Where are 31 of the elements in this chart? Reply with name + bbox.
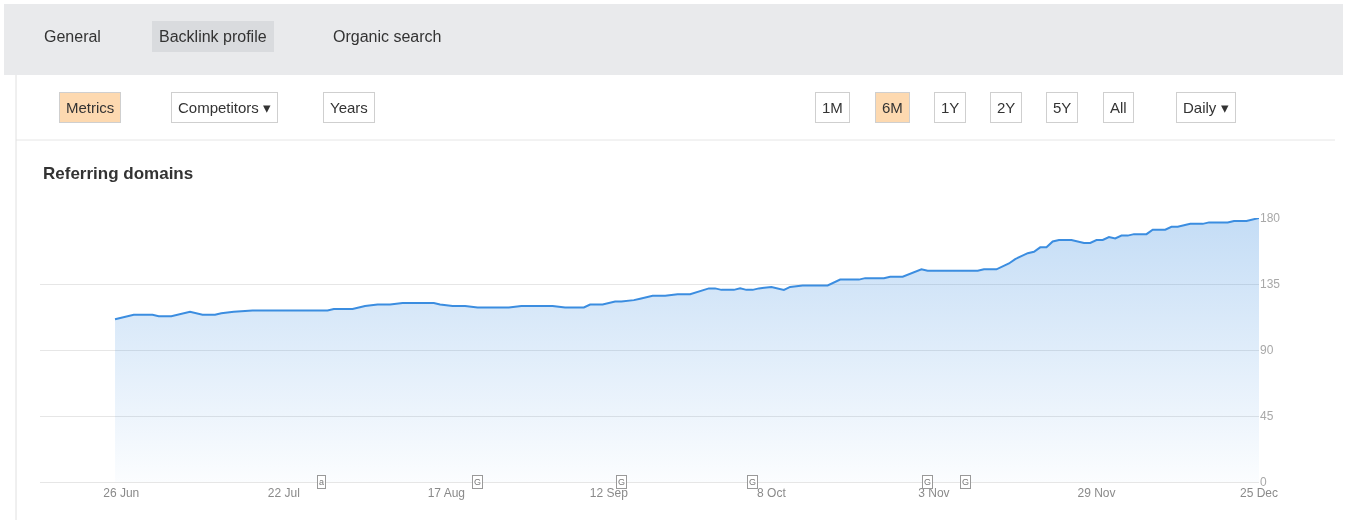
annotation: G — [749, 477, 757, 487]
x-tick-label: 22 Jul — [267, 486, 300, 501]
annotation: G — [474, 477, 482, 487]
annotation: G — [618, 477, 626, 487]
text: 1Y — [941, 99, 960, 116]
x-tick-label: 12 Sep — [589, 486, 629, 501]
text: Years — [330, 99, 368, 116]
y-tick-label: 90 — [1260, 343, 1274, 358]
text: 2Y — [997, 99, 1016, 116]
text: Competitors ▾ — [178, 99, 272, 116]
text: Backlink profile — [159, 28, 267, 45]
chart-title: Referring domains — [43, 164, 194, 183]
x-tick-label: 8 Oct — [757, 486, 787, 501]
x-tick-label: 25 Dec — [1239, 486, 1279, 501]
text: Daily ▾ — [1183, 99, 1229, 116]
text: 5Y — [1053, 99, 1072, 116]
text: Metrics — [66, 99, 115, 116]
y-tick-label: 135 — [1260, 277, 1281, 292]
text: 1M — [822, 99, 843, 116]
x-tick-label: 29 Nov — [1077, 486, 1116, 501]
x-tick-label: 17 Aug — [427, 486, 466, 501]
text: 6M — [882, 99, 903, 116]
annotation: G — [924, 477, 932, 487]
annotation: G — [962, 477, 970, 487]
x-tick-label: 26 Jun — [103, 486, 140, 501]
text: All — [1110, 99, 1127, 116]
y-tick-label: 180 — [1260, 211, 1281, 226]
text: General — [44, 28, 101, 45]
annotation: a — [319, 477, 325, 487]
text: Organic search — [333, 28, 442, 45]
y-tick-label: 45 — [1260, 409, 1274, 424]
